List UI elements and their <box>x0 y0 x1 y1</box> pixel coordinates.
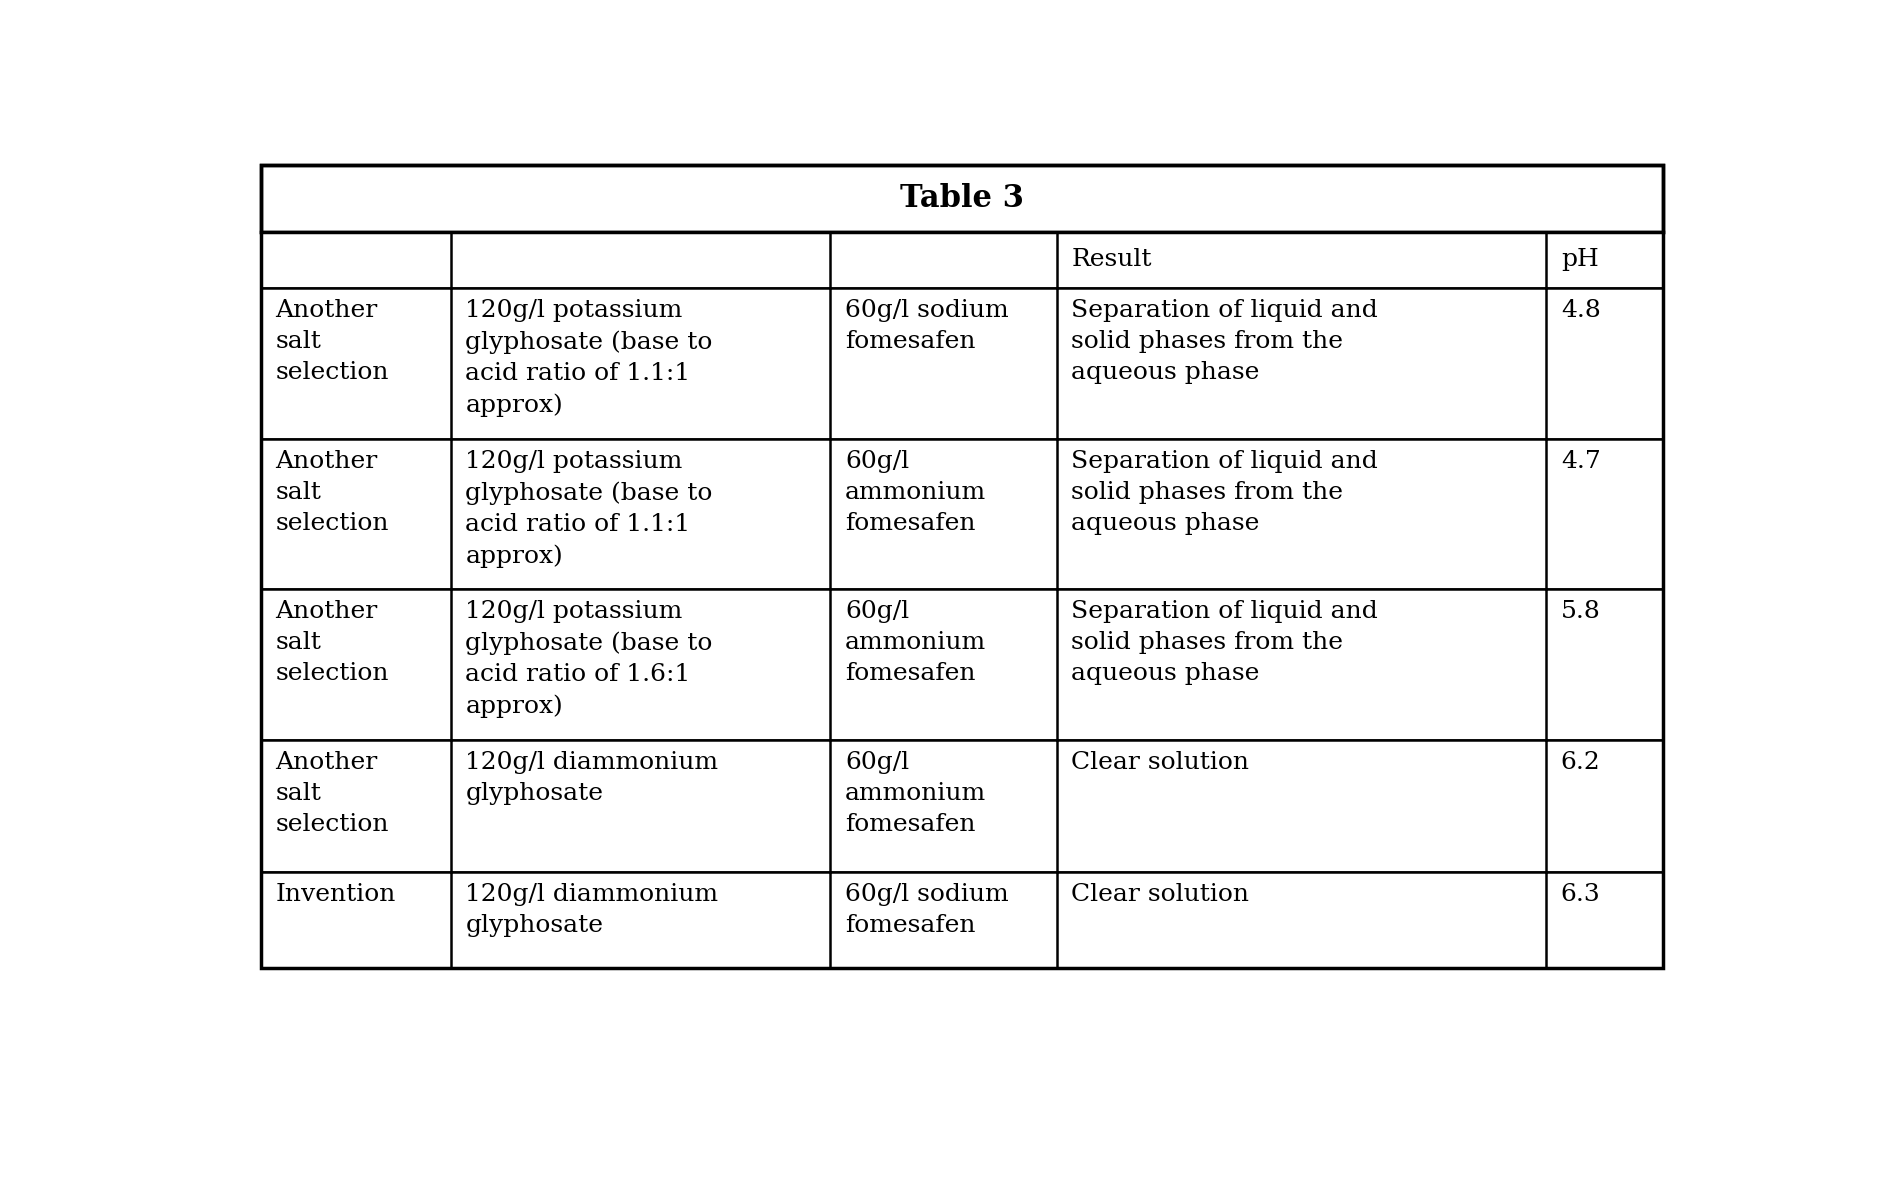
Text: Separation of liquid and
solid phases from the
aqueous phase: Separation of liquid and solid phases fr… <box>1072 449 1378 534</box>
Text: pH: pH <box>1562 249 1599 271</box>
Bar <box>261 438 1663 589</box>
Text: Clear solution: Clear solution <box>1072 883 1250 907</box>
Text: 120g/l potassium
glyphosate (base to
acid ratio of 1.6:1
approx): 120g/l potassium glyphosate (base to aci… <box>465 601 713 718</box>
Text: 6.2: 6.2 <box>1562 751 1601 774</box>
Text: 60g/l
ammonium
fomesafen: 60g/l ammonium fomesafen <box>845 601 985 685</box>
Text: 4.7: 4.7 <box>1562 449 1601 473</box>
Bar <box>261 165 1663 968</box>
Text: Another
salt
selection: Another salt selection <box>276 449 389 534</box>
Text: 120g/l potassium
glyphosate (base to
acid ratio of 1.1:1
approx): 120g/l potassium glyphosate (base to aci… <box>465 299 713 417</box>
Text: Result: Result <box>1072 249 1152 271</box>
Text: 60g/l sodium
fomesafen: 60g/l sodium fomesafen <box>845 883 1008 937</box>
Text: 120g/l diammonium
glyphosate: 120g/l diammonium glyphosate <box>465 883 719 937</box>
Text: 4.8: 4.8 <box>1562 299 1601 322</box>
Text: 60g/l sodium
fomesafen: 60g/l sodium fomesafen <box>845 299 1008 353</box>
Bar <box>261 872 1663 968</box>
Text: Table 3: Table 3 <box>899 182 1025 213</box>
Text: 60g/l
ammonium
fomesafen: 60g/l ammonium fomesafen <box>845 449 985 534</box>
Text: Another
salt
selection: Another salt selection <box>276 601 389 685</box>
Text: Separation of liquid and
solid phases from the
aqueous phase: Separation of liquid and solid phases fr… <box>1072 601 1378 685</box>
Text: Another
salt
selection: Another salt selection <box>276 751 389 835</box>
Bar <box>261 165 1663 231</box>
Bar <box>261 739 1663 872</box>
Text: Invention: Invention <box>276 883 396 907</box>
Bar <box>261 288 1663 438</box>
Text: 60g/l
ammonium
fomesafen: 60g/l ammonium fomesafen <box>845 751 985 835</box>
Text: 120g/l diammonium
glyphosate: 120g/l diammonium glyphosate <box>465 751 719 805</box>
Text: 6.3: 6.3 <box>1562 883 1601 907</box>
Text: 120g/l potassium
glyphosate (base to
acid ratio of 1.1:1
approx): 120g/l potassium glyphosate (base to aci… <box>465 449 713 568</box>
Text: Separation of liquid and
solid phases from the
aqueous phase: Separation of liquid and solid phases fr… <box>1072 299 1378 384</box>
Bar <box>261 589 1663 739</box>
Text: Another
salt
selection: Another salt selection <box>276 299 389 384</box>
Text: 5.8: 5.8 <box>1562 601 1601 623</box>
Text: Clear solution: Clear solution <box>1072 751 1250 774</box>
Bar <box>261 231 1663 288</box>
